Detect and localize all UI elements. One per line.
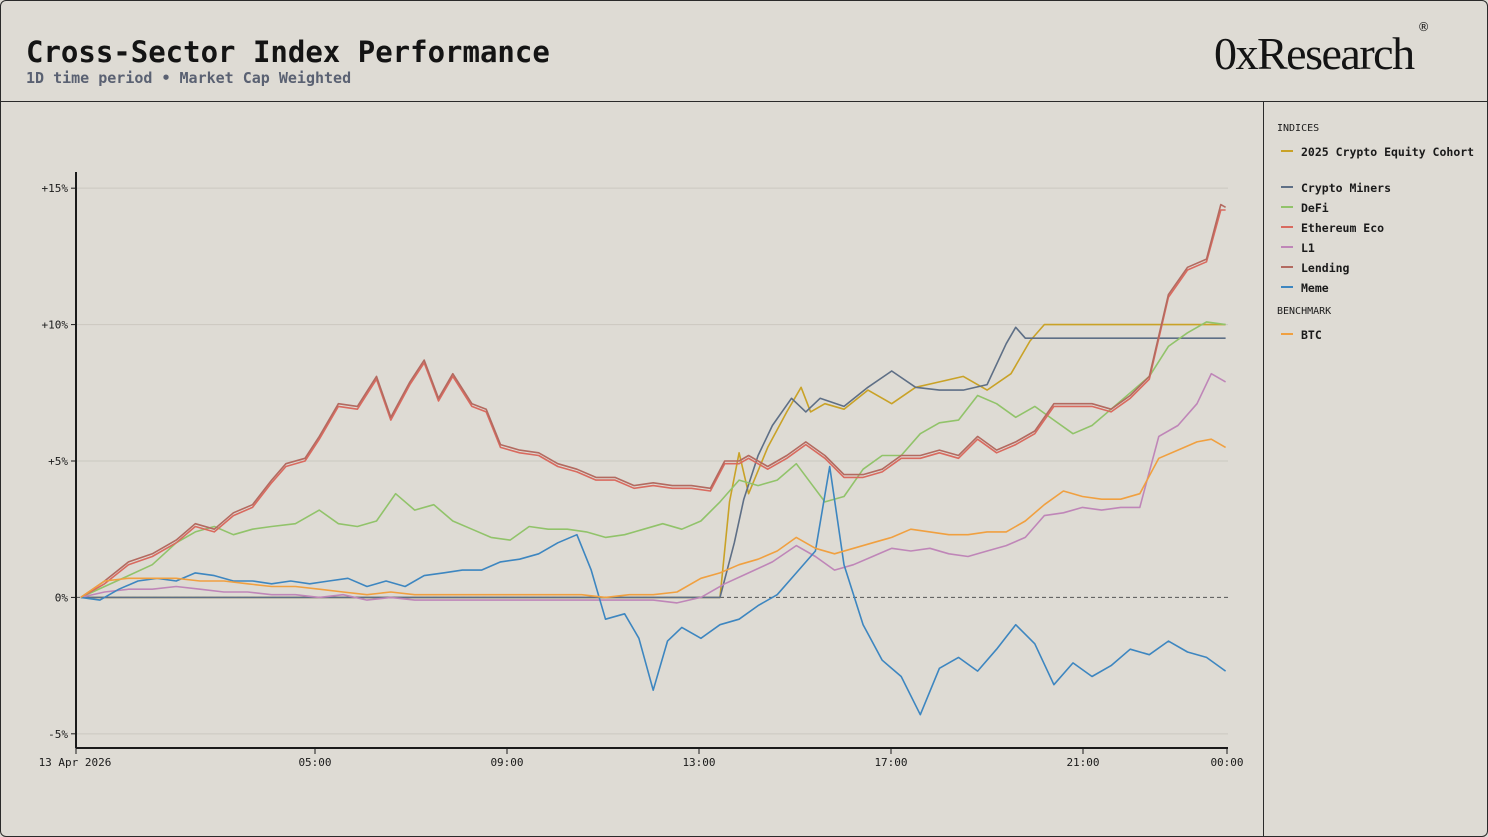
x-tick-label: 17:00 (874, 756, 907, 769)
y-tick-label: -5% (48, 728, 68, 741)
series-line-crypto-miners (80, 326, 1226, 599)
legend-heading-indices: INDICES (1277, 123, 1320, 134)
legend-panel: INDICES BENCHMARK 2025 Crypto Equity Coh… (1263, 102, 1487, 836)
legend-label: L1 (1301, 241, 1315, 255)
registered-mark: ® (1417, 19, 1430, 34)
chart-title: Cross-Sector Index Performance (26, 35, 550, 69)
x-tick-label: 13:00 (682, 756, 715, 769)
legend-label: DeFi (1301, 201, 1329, 215)
brand-logo: 0xResearch® (1214, 20, 1430, 80)
y-tick-label: 0% (55, 591, 69, 604)
y-tick-label: +5% (48, 455, 68, 468)
legend-label: 2025 Crypto Equity Cohort (1301, 145, 1475, 159)
plot-area: +15% +10% +5% 0% -5% 13 Apr 2026 05:00 09:00 13:… (1, 102, 1263, 836)
legend-swatch (1281, 246, 1293, 248)
brand-logo-text: 0xResearch (1214, 28, 1415, 79)
legend-label: Ethereum Eco (1301, 221, 1385, 235)
legend-heading-benchmark: BENCHMARK (1277, 306, 1332, 317)
series-line-l1 (80, 372, 1226, 604)
legend-label: Crypto Miners (1301, 181, 1392, 195)
y-tick-label: +10% (42, 319, 69, 332)
legend-swatch (1281, 266, 1293, 268)
chart-header: Cross-Sector Index Performance 1D time p… (1, 1, 1487, 102)
line-chart: +15% +10% +5% 0% -5% 13 Apr 2026 05:00 09:00 13:… (39, 172, 1244, 769)
x-tick-label: 09:00 (490, 756, 523, 769)
legend-swatch (1281, 186, 1293, 188)
x-tick-label: 13 Apr 2026 (39, 756, 112, 769)
y-tick-label: +15% (42, 182, 69, 195)
legend-swatch (1281, 333, 1293, 335)
legend-label: BTC (1301, 328, 1322, 342)
chart-subtitle: 1D time period • Market Cap Weighted (26, 69, 352, 87)
x-tick-label: 21:00 (1066, 756, 1099, 769)
series-line-defi (80, 321, 1226, 599)
legend-swatch (1281, 150, 1293, 152)
legend-swatch (1281, 206, 1293, 208)
legend-label: Lending (1301, 261, 1350, 275)
series-line-2025-crypto-equity-cohort (80, 323, 1226, 599)
legend-swatch (1281, 286, 1293, 288)
series-line-lending (80, 203, 1226, 599)
series-line-ethereum-eco (80, 209, 1226, 599)
series-line-meme (80, 465, 1227, 716)
series-line-btc (80, 438, 1226, 599)
legend-swatch (1281, 226, 1293, 228)
x-tick-label: 00:00 (1210, 756, 1243, 769)
legend-label: Meme (1301, 281, 1329, 295)
x-tick-label: 05:00 (298, 756, 331, 769)
